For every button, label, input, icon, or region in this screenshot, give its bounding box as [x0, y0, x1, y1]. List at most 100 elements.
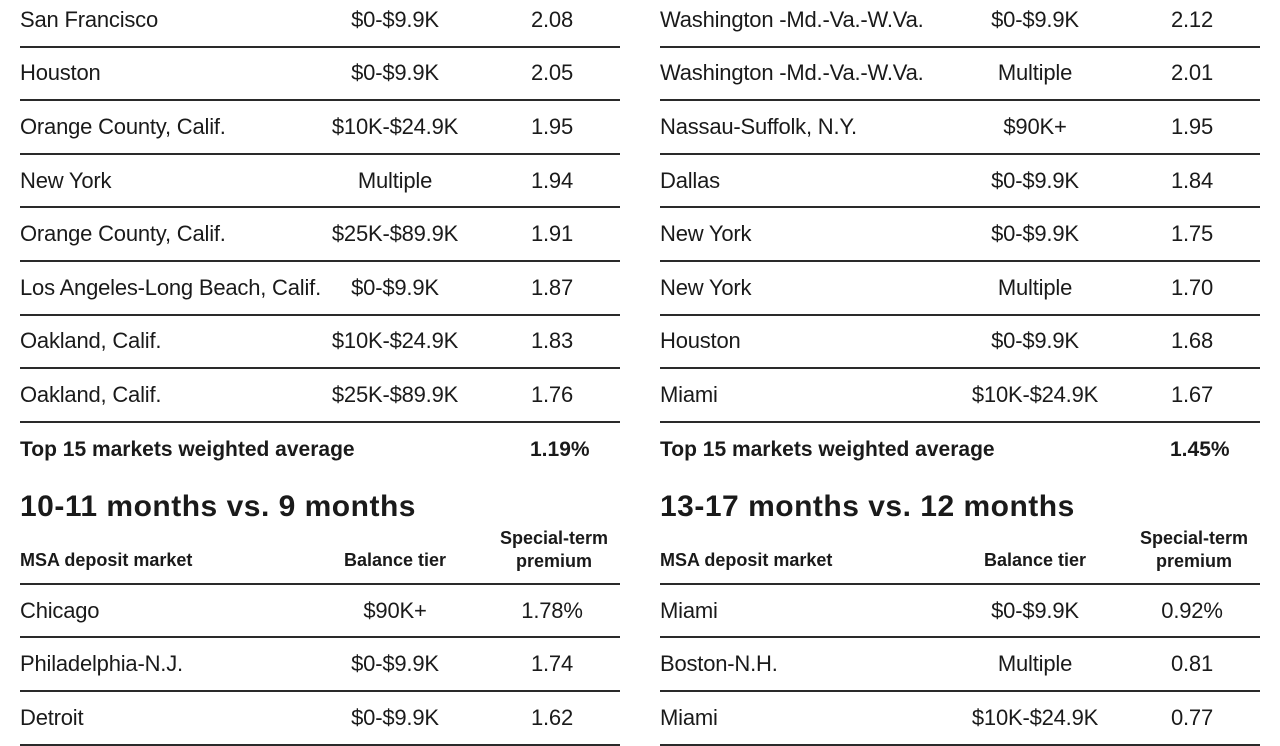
- market-cell: New York: [660, 274, 752, 300]
- market-cell: Oakland, Calif.: [20, 328, 162, 354]
- table-row: Nassau-Suffolk, N.Y. $90K+ 1.95: [660, 101, 1260, 155]
- table-row: Washington -Md.-Va.-W.Va. $0-$9.9K 2.12: [660, 0, 1260, 48]
- balance-tier-cell: $25K-$89.9K: [331, 381, 459, 407]
- market-cell: Washington -Md.-Va.-W.Va.: [660, 6, 924, 32]
- premium-cell: 0.92%: [1161, 597, 1223, 623]
- left-bottom-table: Chicago $90K+ 1.78% Philadelphia-N.J. $0…: [20, 585, 620, 746]
- table-row: Miami $10K-$24.9K 0.77: [660, 692, 1260, 746]
- premium-cell: 1.75: [1170, 221, 1214, 247]
- market-cell: Miami: [660, 597, 718, 623]
- market-cell: Orange County, Calif.: [20, 113, 226, 139]
- premium-cell: 1.94: [530, 167, 574, 193]
- premium-cell: 1.74: [530, 651, 574, 677]
- market-cell: Boston-N.H.: [660, 651, 778, 677]
- balance-tier-cell: $0-$9.9K: [991, 597, 1079, 623]
- premium-cell: 1.91: [530, 221, 574, 247]
- table-row: Detroit $0-$9.9K 1.62: [20, 692, 620, 746]
- header-premium-line2: premium: [515, 550, 593, 571]
- premium-cell: 1.83: [530, 328, 574, 354]
- header-premium-line1: Special-term: [499, 527, 609, 548]
- weighted-average-value: 1.45%: [1170, 437, 1230, 461]
- table-row: Chicago $90K+ 1.78%: [20, 585, 620, 639]
- header-market: MSA deposit market: [660, 549, 833, 570]
- premium-cell: 1.95: [530, 113, 574, 139]
- balance-tier-cell: $0-$9.9K: [991, 167, 1079, 193]
- header-premium-line2: premium: [1155, 550, 1233, 571]
- market-cell: New York: [20, 167, 112, 193]
- section-title: 13-17 months vs. 12 months: [660, 489, 1075, 523]
- balance-tier-cell: Multiple: [997, 274, 1073, 300]
- premium-cell: 1.62: [530, 704, 574, 730]
- premium-cell: 1.70: [1170, 274, 1214, 300]
- left-top-table: San Francisco $0-$9.9K 2.08 Houston $0-$…: [20, 0, 620, 477]
- weighted-average-label: Top 15 markets weighted average: [20, 437, 355, 461]
- table-row: New York Multiple 1.70: [660, 262, 1260, 316]
- market-cell: Orange County, Calif.: [20, 221, 226, 247]
- premium-cell: 1.84: [1170, 167, 1214, 193]
- premium-cell: 0.81: [1170, 651, 1214, 677]
- market-cell: Washington -Md.-Va.-W.Va.: [660, 60, 924, 86]
- table-row: Boston-N.H. Multiple 0.81: [660, 638, 1260, 692]
- table-row: Oakland, Calif. $25K-$89.9K 1.76: [20, 369, 620, 423]
- table-row: Orange County, Calif. $25K-$89.9K 1.91: [20, 208, 620, 262]
- market-cell: Miami: [660, 704, 718, 730]
- header-market: MSA deposit market: [20, 549, 193, 570]
- weighted-average-row: Top 15 markets weighted average 1.19%: [20, 423, 620, 477]
- table-header: MSA deposit market Balance tier Special-…: [20, 527, 620, 585]
- balance-tier-cell: $0-$9.9K: [991, 6, 1079, 32]
- premium-cell: 1.76: [530, 381, 574, 407]
- balance-tier-cell: $0-$9.9K: [351, 274, 439, 300]
- header-premium: Special-term premium: [494, 527, 614, 573]
- market-cell: Philadelphia-N.J.: [20, 651, 183, 677]
- premium-cell: 2.05: [530, 60, 574, 86]
- balance-tier-cell: $25K-$89.9K: [331, 221, 459, 247]
- weighted-average-value: 1.19%: [530, 437, 590, 461]
- premium-cell: 0.77: [1170, 704, 1214, 730]
- weighted-average-row: Top 15 markets weighted average 1.45%: [660, 423, 1260, 477]
- header-balance-tier: Balance tier: [983, 549, 1087, 570]
- market-cell: San Francisco: [20, 6, 159, 32]
- premium-cell: 1.68: [1170, 328, 1214, 354]
- balance-tier-cell: $0-$9.9K: [351, 6, 439, 32]
- market-cell: Miami: [660, 381, 718, 407]
- header-premium: Special-term premium: [1134, 527, 1254, 573]
- balance-tier-cell: Multiple: [997, 651, 1073, 677]
- market-cell: New York: [660, 221, 752, 247]
- balance-tier-cell: $10K-$24.9K: [331, 328, 459, 354]
- table-row: Philadelphia-N.J. $0-$9.9K 1.74: [20, 638, 620, 692]
- premium-cell: 1.87: [530, 274, 574, 300]
- balance-tier-cell: $10K-$24.9K: [971, 704, 1099, 730]
- premium-cell: 1.78%: [521, 597, 583, 623]
- table-row: Houston $0-$9.9K 1.68: [660, 316, 1260, 370]
- table-row: Los Angeles-Long Beach, Calif. $0-$9.9K …: [20, 262, 620, 316]
- balance-tier-cell: $0-$9.9K: [991, 328, 1079, 354]
- balance-tier-cell: $0-$9.9K: [351, 651, 439, 677]
- table-row: Miami $10K-$24.9K 1.67: [660, 369, 1260, 423]
- table-row: Dallas $0-$9.9K 1.84: [660, 155, 1260, 209]
- table-row: New York $0-$9.9K 1.75: [660, 208, 1260, 262]
- right-bottom-table: Miami $0-$9.9K 0.92% Boston-N.H. Multipl…: [660, 585, 1260, 746]
- section-title: 10-11 months vs. 9 months: [20, 489, 416, 523]
- weighted-average-label: Top 15 markets weighted average: [660, 437, 995, 461]
- market-cell: Houston: [660, 328, 741, 354]
- table-row: San Francisco $0-$9.9K 2.08: [20, 0, 620, 48]
- market-cell: Detroit: [20, 704, 84, 730]
- table-row: Houston $0-$9.9K 2.05: [20, 48, 620, 102]
- market-cell: Chicago: [20, 597, 100, 623]
- market-cell: Dallas: [660, 167, 720, 193]
- table-header: MSA deposit market Balance tier Special-…: [660, 527, 1260, 585]
- market-cell: Houston: [20, 60, 101, 86]
- table-row: Miami $0-$9.9K 0.92%: [660, 585, 1260, 639]
- balance-tier-cell: $90K+: [1003, 113, 1067, 139]
- balance-tier-cell: $90K+: [363, 597, 427, 623]
- right-top-table: Washington -Md.-Va.-W.Va. $0-$9.9K 2.12 …: [660, 0, 1260, 477]
- premium-cell: 1.67: [1170, 381, 1214, 407]
- premium-cell: 1.95: [1170, 113, 1214, 139]
- balance-tier-cell: $10K-$24.9K: [331, 113, 459, 139]
- market-cell: Los Angeles-Long Beach, Calif.: [20, 274, 321, 300]
- market-cell: Oakland, Calif.: [20, 381, 162, 407]
- header-balance-tier: Balance tier: [343, 549, 447, 570]
- table-row: Oakland, Calif. $10K-$24.9K 1.83: [20, 316, 620, 370]
- table-row: Washington -Md.-Va.-W.Va. Multiple 2.01: [660, 48, 1260, 102]
- market-cell: Nassau-Suffolk, N.Y.: [660, 113, 857, 139]
